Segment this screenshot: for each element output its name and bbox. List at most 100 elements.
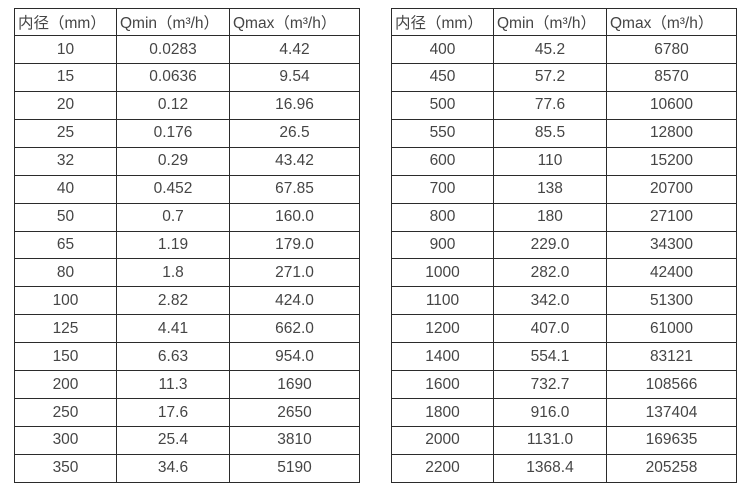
qmin-cell: 11.3 [116,370,230,400]
diameter-cell: 65 [14,230,117,260]
qmin-cell: 1.19 [116,230,230,260]
qmin-cell: 229.0 [493,230,607,260]
qmin-cell: 25.4 [116,426,230,455]
table-row: 100 2.82 424.0 [14,286,360,316]
table-row: 200 11.3 1690 [14,370,360,400]
flow-spec-table-large-diameters: 内径（mm） Qmin（m³/h） Qmax（m³/h） 400 45.2 6780 45… [391,7,737,483]
diameter-cell: 150 [14,342,117,372]
qmax-cell: 6780 [606,35,737,65]
table-row: 20 0.12 16.96 [14,90,360,120]
diameter-cell: 200 [14,370,117,400]
qmax-cell: 271.0 [229,258,360,288]
qmax-cell: 27100 [606,202,737,232]
column-header-qmax: Qmax（m³/h） [606,7,737,37]
qmin-cell: 57.2 [493,63,607,92]
table-row: 550 85.5 12800 [391,118,737,148]
qmax-cell: 179.0 [229,230,360,260]
table-row: 150 6.63 954.0 [14,342,360,372]
qmin-cell: 554.1 [493,342,607,372]
qmax-cell: 51300 [606,286,737,316]
diameter-cell: 500 [391,90,494,120]
qmin-cell: 0.452 [116,174,230,204]
qmin-cell: 85.5 [493,118,607,148]
qmin-cell: 1131.0 [493,426,607,455]
diameter-cell: 80 [14,258,117,288]
diameter-cell: 900 [391,230,494,260]
qmin-cell: 4.41 [116,314,230,344]
qmin-cell: 1368.4 [493,453,607,483]
qmin-cell: 180 [493,202,607,232]
column-header-diameter: 内径（mm） [14,7,117,37]
table-row: 1100 342.0 51300 [391,286,737,316]
table-row: 400 45.2 6780 [391,35,737,65]
table-row: 350 34.6 5190 [14,453,360,483]
table-row: 10 0.0283 4.42 [14,35,360,65]
table-row: 1400 554.1 83121 [391,342,737,372]
diameter-cell: 20 [14,90,117,120]
qmax-cell: 26.5 [229,118,360,148]
qmax-cell: 10600 [606,90,737,120]
qmax-cell: 1690 [229,370,360,400]
table-row: 1800 916.0 137404 [391,398,737,427]
qmin-cell: 6.63 [116,342,230,372]
qmax-cell: 8570 [606,63,737,92]
qmax-cell: 34300 [606,230,737,260]
qmin-cell: 45.2 [493,35,607,65]
qmin-cell: 282.0 [493,258,607,288]
qmin-cell: 0.12 [116,90,230,120]
qmax-cell: 67.85 [229,174,360,204]
table-row: 80 1.8 271.0 [14,258,360,288]
qmin-cell: 110 [493,146,607,176]
qmin-cell: 0.7 [116,202,230,232]
diameter-cell: 350 [14,453,117,483]
table-row: 50 0.7 160.0 [14,202,360,232]
qmin-cell: 0.29 [116,146,230,176]
header-row: 内径（mm） Qmin（m³/h） Qmax（m³/h） [14,7,360,37]
qmax-cell: 83121 [606,342,737,372]
qmin-cell: 342.0 [493,286,607,316]
qmin-cell: 0.0636 [116,63,230,92]
diameter-cell: 100 [14,286,117,316]
diameter-cell: 400 [391,35,494,65]
table-row: 600 110 15200 [391,146,737,176]
qmin-cell: 17.6 [116,398,230,427]
qmin-cell: 138 [493,174,607,204]
table-row: 40 0.452 67.85 [14,174,360,204]
diameter-cell: 1000 [391,258,494,288]
column-header-qmax: Qmax（m³/h） [229,7,360,37]
diameter-cell: 1400 [391,342,494,372]
diameter-cell: 2200 [391,453,494,483]
diameter-cell: 550 [391,118,494,148]
qmax-cell: 205258 [606,453,737,483]
table-row: 250 17.6 2650 [14,398,360,427]
qmax-cell: 20700 [606,174,737,204]
diameter-cell: 15 [14,63,117,92]
table-row: 25 0.176 26.5 [14,118,360,148]
table-row: 300 25.4 3810 [14,426,360,455]
diameter-cell: 2000 [391,426,494,455]
qmax-cell: 5190 [229,453,360,483]
diameter-cell: 800 [391,202,494,232]
header-row: 内径（mm） Qmin（m³/h） Qmax（m³/h） [391,7,737,37]
diameter-cell: 250 [14,398,117,427]
table-row: 700 138 20700 [391,174,737,204]
qmax-cell: 169635 [606,426,737,455]
table-row: 500 77.6 10600 [391,90,737,120]
table-row: 65 1.19 179.0 [14,230,360,260]
diameter-cell: 600 [391,146,494,176]
qmin-cell: 1.8 [116,258,230,288]
table-row: 32 0.29 43.42 [14,146,360,176]
qmax-cell: 424.0 [229,286,360,316]
qmax-cell: 160.0 [229,202,360,232]
qmin-cell: 77.6 [493,90,607,120]
diameter-cell: 40 [14,174,117,204]
qmin-cell: 2.82 [116,286,230,316]
qmin-cell: 916.0 [493,398,607,427]
diameter-cell: 25 [14,118,117,148]
qmax-cell: 137404 [606,398,737,427]
qmax-cell: 4.42 [229,35,360,65]
diameter-cell: 450 [391,63,494,92]
diameter-cell: 32 [14,146,117,176]
table-row: 800 180 27100 [391,202,737,232]
